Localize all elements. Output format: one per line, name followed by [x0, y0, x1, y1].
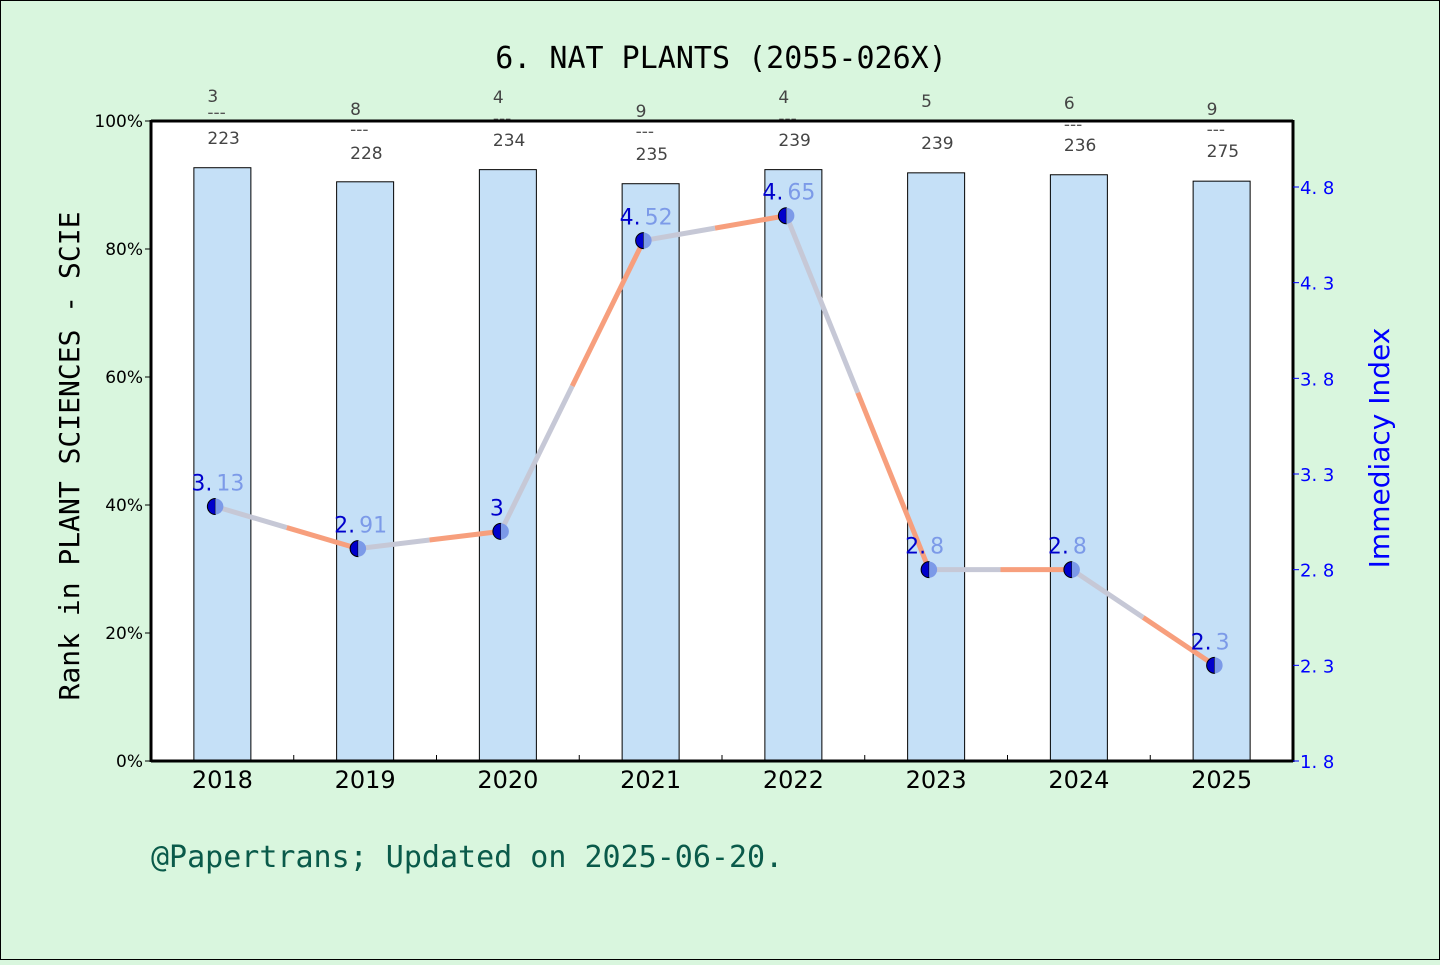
point-label: 2. — [1048, 535, 1069, 560]
bar-2025 — [1192, 180, 1251, 762]
bar-2018 — [193, 167, 252, 762]
rank-value: 5 — [921, 92, 932, 112]
data-point-2023: 2. 8 — [905, 535, 944, 579]
point-label: 8 — [930, 535, 944, 560]
bar-2019 — [336, 181, 395, 762]
point-label: 91 — [359, 514, 387, 539]
point-label: 2. — [334, 514, 355, 539]
point-label: 52 — [645, 206, 673, 231]
point-label: 3 — [1216, 630, 1230, 655]
rank-total: 239 — [778, 131, 810, 151]
y-right-tick-label: 1. 8 — [1300, 752, 1334, 773]
rank-value: 8 — [350, 100, 361, 120]
axes: 0%20%40%60%80%100%1. 82. 32. 83. 33. 84.… — [94, 112, 1334, 794]
point-label: 8 — [1073, 535, 1087, 560]
point-label: 13 — [216, 472, 244, 497]
line-segment — [714, 213, 787, 231]
line-segment — [784, 214, 861, 394]
rank-total: 234 — [493, 131, 525, 151]
y-right-tick-label: 3. 8 — [1300, 369, 1334, 390]
point-label: 3 — [490, 496, 504, 521]
y-axis-right-label: Immediacy Index — [1363, 328, 1396, 569]
y-right-tick-label: 4. 8 — [1300, 178, 1334, 199]
rank-divider: --- — [778, 109, 796, 129]
rank-total: 223 — [207, 129, 239, 149]
bar-2022 — [764, 169, 823, 762]
rank-divider: --- — [1064, 115, 1082, 135]
rank-divider: --- — [636, 122, 654, 142]
point-label: 65 — [787, 181, 815, 206]
data-point-2018: 3. 13 — [191, 472, 244, 516]
y-left-tick-label: 60% — [105, 368, 143, 388]
bar-2024 — [1049, 174, 1108, 762]
line-segment — [286, 525, 359, 552]
x-tick-label: 2020 — [477, 766, 538, 794]
y-axis-left-label: Rank in PLANT SCIENCES - SCIE — [53, 212, 86, 701]
y-right-tick-label: 4. 3 — [1300, 274, 1334, 295]
y-left-tick-label: 20% — [105, 624, 143, 644]
rank-total: 228 — [350, 144, 382, 164]
x-tick-label: 2018 — [192, 766, 253, 794]
x-tick-label: 2024 — [1048, 766, 1109, 794]
line-segment — [1141, 615, 1217, 668]
y-left-tick-label: 80% — [105, 240, 143, 260]
line-segment — [643, 225, 716, 244]
bar-series — [193, 167, 1251, 762]
y-right-tick-label: 2. 8 — [1300, 561, 1334, 582]
rank-value: 9 — [636, 102, 647, 122]
rank-divider: --- — [350, 120, 368, 140]
x-tick-label: 2022 — [763, 766, 824, 794]
rank-divider: --- — [207, 103, 225, 123]
y-right-tick-label: 2. 3 — [1300, 656, 1334, 677]
line-segment — [357, 537, 430, 552]
rank-value: 3 — [207, 87, 218, 107]
rank-value: 9 — [1207, 100, 1218, 120]
bar-2020 — [478, 169, 537, 762]
rank-value: 6 — [1064, 94, 1075, 114]
plot-area — [151, 121, 1293, 761]
line-segment — [855, 391, 932, 571]
data-point-2021: 4. 52 — [620, 206, 673, 250]
bar-2023 — [907, 172, 966, 762]
point-label: 2. — [905, 535, 926, 560]
rank-total: 275 — [1207, 142, 1239, 162]
rank-value: 4 — [493, 88, 504, 108]
x-tick-label: 2023 — [906, 766, 967, 794]
rank-value: 4 — [778, 88, 789, 108]
line-segment — [214, 504, 288, 530]
rank-annotations: 3---2238---2284---2349---2354---23952396… — [207, 87, 1239, 165]
y-left-tick-label: 0% — [116, 752, 143, 772]
rank-divider: --- — [493, 109, 511, 129]
data-point-2020: 3 — [490, 496, 509, 540]
y-left-tick-label: 100% — [94, 112, 143, 132]
data-point-2019: 2. 91 — [334, 514, 387, 558]
point-label: 4. — [762, 181, 783, 206]
rank-total: 235 — [636, 145, 668, 165]
point-label: 2. — [1191, 630, 1212, 655]
y-left-tick-label: 40% — [105, 496, 143, 516]
y-right-tick-label: 3. 3 — [1300, 465, 1334, 486]
line-segment — [498, 384, 575, 533]
bar-2021 — [621, 183, 680, 762]
x-tick-label: 2021 — [620, 766, 681, 794]
rank-total: 239 — [921, 134, 953, 154]
x-tick-label: 2019 — [335, 766, 396, 794]
data-point-2024: 2. 8 — [1048, 535, 1087, 579]
line-segment — [570, 239, 646, 388]
line-segment — [1070, 567, 1145, 620]
x-tick-label: 2025 — [1191, 766, 1252, 794]
point-label: 4. — [620, 206, 641, 231]
data-point-2022: 4. 65 — [762, 181, 815, 225]
rank-divider: --- — [1207, 120, 1225, 140]
chart-title: 6. NAT PLANTS (2055-026X) — [495, 41, 947, 76]
point-label: 3. — [191, 472, 212, 497]
rank-total: 236 — [1064, 136, 1096, 156]
line-segment — [429, 528, 502, 543]
footer-credit: @Papertrans; Updated on 2025-06-20. — [151, 840, 783, 875]
data-point-2025: 2. 3 — [1191, 630, 1230, 674]
